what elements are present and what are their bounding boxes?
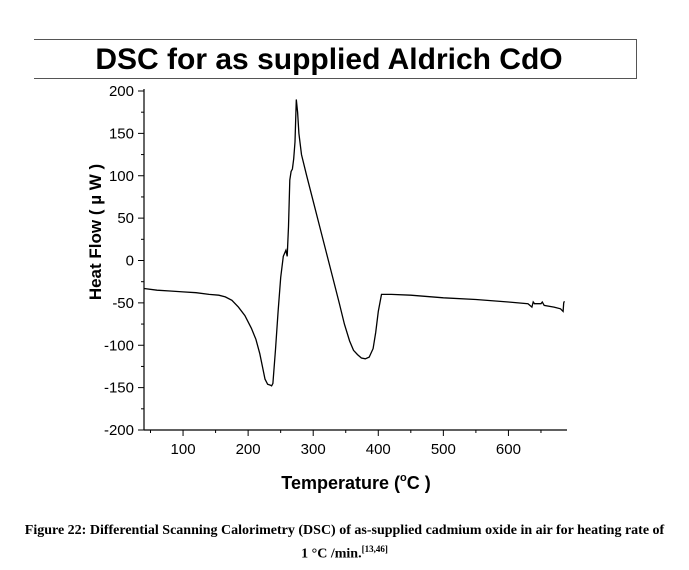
- x-axis-label-sup: o: [400, 472, 407, 484]
- y-tick-label: 0: [126, 253, 134, 270]
- y-tick-label: -100: [104, 337, 134, 354]
- caption-text: Figure 22: Differential Scanning Calorim…: [24, 523, 665, 562]
- x-axis-label: Temperature (oC ): [281, 472, 430, 493]
- x-axis-label-unit: C ): [407, 473, 431, 493]
- x-tick-label: 400: [366, 441, 391, 458]
- chart-title: DSC for as supplied Aldrich CdO: [95, 43, 563, 76]
- y-tick-label: -200: [104, 422, 134, 439]
- y-tick-label: -50: [112, 295, 134, 312]
- chart-title-box: DSC for as supplied Aldrich CdO: [34, 39, 637, 79]
- x-tick-label: 600: [496, 441, 521, 458]
- y-ticks: 200 150 100 50 0 -50 -100 -150 -200: [104, 83, 144, 439]
- y-axis-label: Heat Flow ( µ W ): [86, 164, 105, 300]
- x-tick-label: 500: [431, 441, 456, 458]
- x-tick-label: 300: [301, 441, 326, 458]
- x-tick-label: 200: [236, 441, 261, 458]
- figure-caption: Figure 22: Differential Scanning Calorim…: [20, 521, 669, 564]
- y-tick-label: 150: [109, 125, 134, 142]
- x-ticks: 100 200 300 400 500 600: [150, 430, 542, 458]
- y-tick-label: 100: [109, 168, 134, 185]
- y-tick-label: 50: [117, 210, 134, 227]
- y-tick-label: 200: [109, 83, 134, 100]
- y-tick-label: -150: [104, 380, 134, 397]
- x-axis-label-base: Temperature (: [281, 473, 400, 493]
- axes: [143, 89, 567, 431]
- x-tick-label: 100: [171, 441, 196, 458]
- caption-refs: [13,46]: [361, 544, 388, 554]
- series-line: [143, 99, 566, 387]
